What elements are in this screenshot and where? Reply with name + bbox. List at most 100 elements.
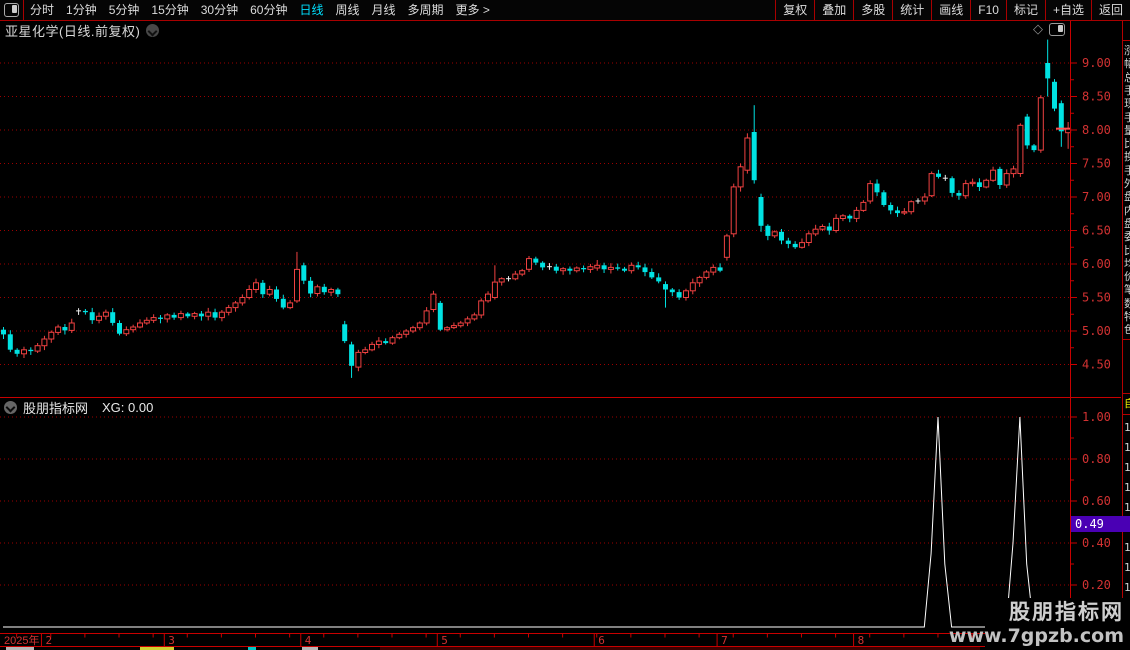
xg-axis-label: 1.00: [1082, 410, 1111, 424]
clipped-char: 涨: [1124, 45, 1130, 58]
strip-divider: [1123, 40, 1130, 41]
price-axis-label: 6.00: [1082, 257, 1111, 271]
clipped-char: 笔: [1124, 284, 1130, 297]
clipped-char: 量: [1124, 125, 1130, 138]
period-tab-日线[interactable]: 日线: [299, 3, 324, 17]
indicator-panel-header: 股朋指标网 XG: 0.00: [4, 399, 153, 416]
statusbar-sliver: [380, 647, 980, 650]
watermark-url: www.7gpzb.com: [948, 625, 1124, 647]
period-tab-1分钟[interactable]: 1分钟: [66, 3, 97, 17]
clipped-char: 换: [1124, 151, 1130, 164]
clipped-char: 盘: [1124, 218, 1130, 231]
clipped-char: 比: [1124, 245, 1130, 258]
month-label: 8: [858, 634, 865, 647]
month-label: 7: [721, 634, 728, 647]
clipped-char: 价: [1124, 271, 1130, 284]
strip-divider: [1123, 339, 1130, 340]
clipped-char: 特: [1124, 311, 1130, 324]
statusbar-sliver: [248, 647, 256, 650]
tool-button-统计[interactable]: 统计: [892, 0, 931, 20]
indicator-value-marker: 0.49: [1071, 516, 1130, 532]
clipped-char: 手: [1124, 112, 1130, 125]
menubar: 分时 1分钟 5分钟 15分钟 30分钟 60分钟 日线 周线 月线 多周期 更多 > 复权 叠加 多股…: [0, 0, 1130, 21]
period-tab-更多 >[interactable]: 更多 >: [455, 3, 490, 17]
right-edge-strip[interactable]: 涨幅总手现手量比换手外盘内盘委比均价笔数特色自111111111: [1122, 21, 1130, 646]
price-axis-label: 7.00: [1082, 190, 1111, 204]
indicator-name: 股朋指标网: [23, 400, 89, 416]
watermark-site-name: 股朋指标网: [1009, 601, 1124, 624]
diamond-icon[interactable]: ◇: [1033, 21, 1043, 36]
clipped-char: 均: [1124, 258, 1130, 271]
price-axis-label: 8.50: [1082, 90, 1111, 104]
tool-button-标记[interactable]: 标记: [1005, 0, 1045, 20]
watermark: 股朋指标网 www.7gpzb.com: [949, 598, 1130, 650]
period-tab-多周期[interactable]: 多周期: [407, 3, 444, 17]
month-label: 6: [598, 634, 605, 647]
clipped-char: 委: [1124, 231, 1130, 244]
tool-button-叠加[interactable]: 叠加: [814, 0, 853, 20]
clipped-char: 色: [1124, 324, 1130, 337]
candles: [1, 39, 1072, 378]
clipped-char: 幅: [1124, 58, 1130, 71]
tool-button-F10[interactable]: F10: [970, 0, 1006, 20]
period-tab-周线[interactable]: 周线: [335, 3, 360, 17]
clipped-char: 数: [1124, 298, 1130, 311]
price-axis-label: 8.00: [1082, 123, 1111, 137]
tool-button-画线[interactable]: 画线: [931, 0, 970, 20]
strip-quote-digit: 1: [1124, 441, 1130, 454]
month-label: 2: [45, 634, 52, 647]
period-tab-30分钟[interactable]: 30分钟: [200, 3, 239, 17]
period-tab-月线[interactable]: 月线: [371, 3, 396, 17]
tool-button-返回[interactable]: 返回: [1090, 0, 1130, 20]
month-label: 4: [305, 634, 312, 647]
xg-line: [3, 416, 1068, 628]
period-tab-15分钟[interactable]: 15分钟: [151, 3, 189, 17]
menu-divider: [23, 0, 24, 20]
strip-divider: [1123, 414, 1130, 415]
month-label: 3: [168, 634, 175, 647]
price-axis-label: 5.50: [1082, 291, 1111, 305]
strip-quote-digit: 1: [1124, 501, 1130, 514]
tool-button-多股[interactable]: 多股: [853, 0, 892, 20]
split-view-icon[interactable]: [1049, 22, 1065, 36]
period-tab-60分钟[interactable]: 60分钟: [250, 3, 288, 17]
statusbar-sliver: [302, 647, 318, 650]
clipped-char: 盘: [1124, 191, 1130, 204]
strip-quote-digit: 1: [1124, 421, 1130, 434]
chevron-down-icon[interactable]: [146, 24, 160, 37]
strip-tab-label[interactable]: 自: [1124, 398, 1130, 411]
price-axis-label: 9.00: [1082, 56, 1111, 70]
clipped-char: 手: [1124, 165, 1130, 178]
strip-divider: [1123, 393, 1130, 394]
tool-menu: 复权 叠加 多股 统计 画线 F10 标记 +自选 返回: [775, 0, 1130, 20]
tool-button-+自选[interactable]: +自选: [1044, 0, 1091, 20]
month-label: 5: [441, 634, 448, 647]
period-tab-分时[interactable]: 分时: [30, 3, 55, 17]
strip-quote-digit: 1: [1124, 461, 1130, 474]
period-menu: 分时 1分钟 5分钟 15分钟 30分钟 60分钟 日线 周线 月线 多周期 更多 >: [24, 0, 496, 20]
price-axis-label: 6.50: [1082, 224, 1111, 238]
period-tab-5分钟[interactable]: 5分钟: [108, 3, 140, 17]
clipped-char: 比: [1124, 138, 1130, 151]
xg-axis-label: 0.80: [1082, 452, 1111, 466]
clipped-char: 外: [1124, 178, 1130, 191]
clipped-char: 总: [1124, 72, 1130, 85]
price-axis-label: 5.00: [1082, 324, 1111, 338]
title-icons: ◇: [1033, 22, 1065, 36]
xg-axis-label: 0.60: [1082, 494, 1111, 508]
clipped-char: 内: [1124, 205, 1130, 218]
xg-axis-label: 0.20: [1082, 578, 1111, 592]
strip-quote-digit: 1: [1124, 481, 1130, 494]
panel-toggle-icon[interactable]: [4, 3, 19, 17]
strip-quote-digit: 1: [1124, 561, 1130, 574]
price-axis-label: 4.50: [1082, 358, 1111, 372]
clipped-char: 手: [1124, 85, 1130, 98]
clipped-char: 现: [1124, 98, 1130, 111]
xg-axis-label: 0.40: [1082, 536, 1111, 550]
chevron-down-icon[interactable]: [4, 400, 17, 414]
tool-button-复权[interactable]: 复权: [775, 0, 814, 20]
stock-title: 亚星化学(日线.前复权): [5, 24, 141, 39]
statusbar-sliver: [6, 647, 34, 650]
